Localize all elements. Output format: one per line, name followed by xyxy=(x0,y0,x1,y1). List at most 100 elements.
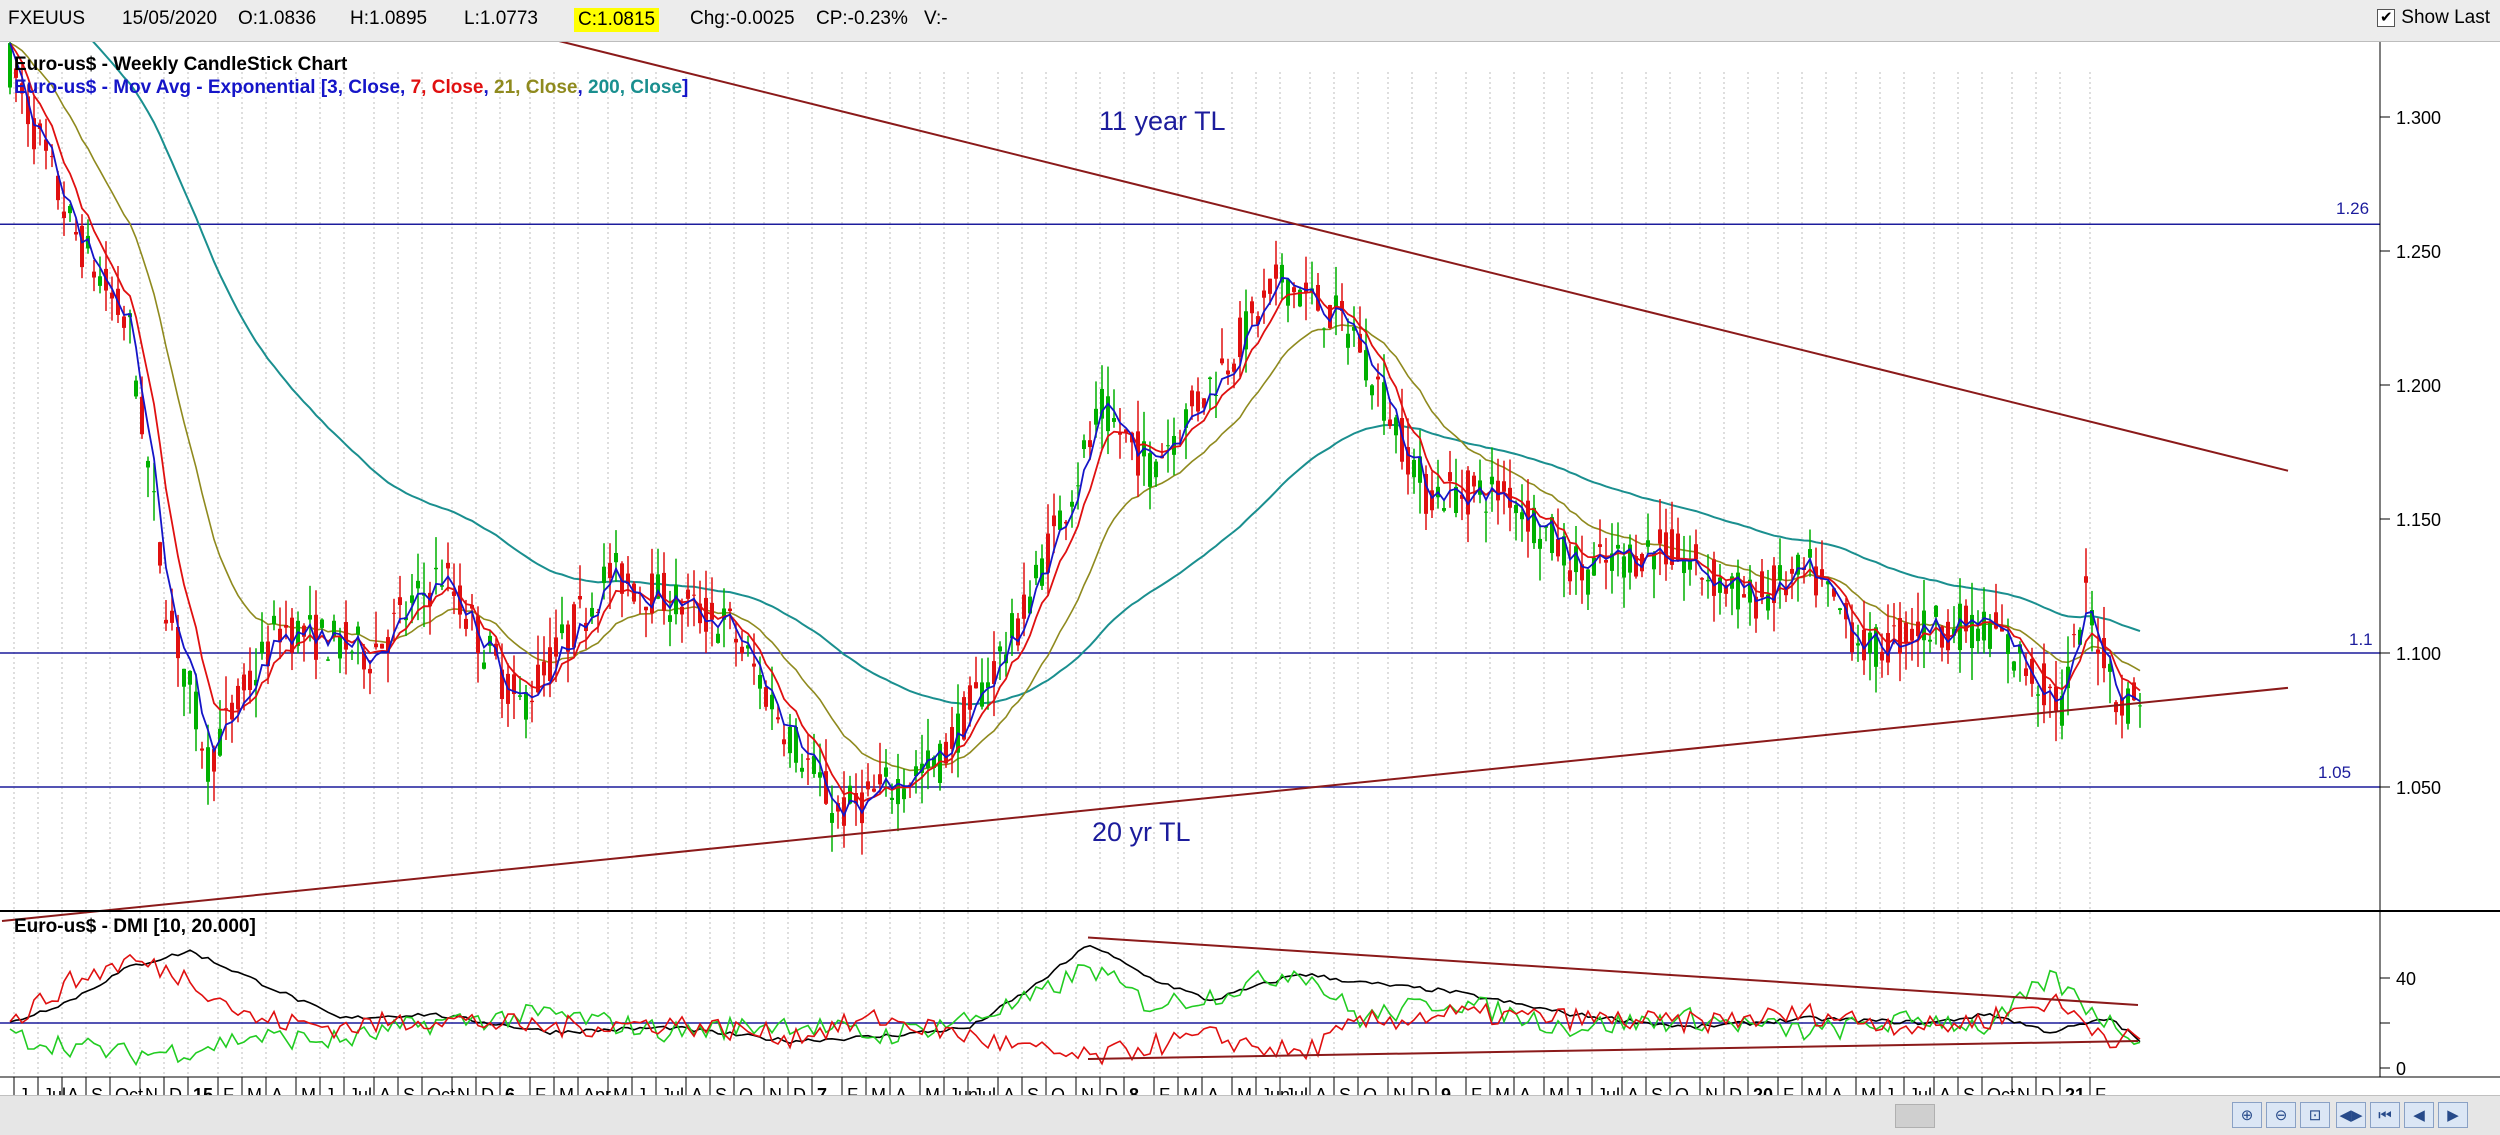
time-tick-label: D xyxy=(2041,1085,2054,1095)
candle-body xyxy=(2132,682,2136,701)
candle-body xyxy=(1562,536,1566,566)
candle-body xyxy=(2072,634,2076,636)
candle-body xyxy=(1202,398,1206,408)
candle-body xyxy=(626,573,630,584)
candle-body xyxy=(1118,432,1122,435)
candle-body xyxy=(722,608,726,620)
candle-body xyxy=(2018,644,2022,654)
ema3-path xyxy=(9,42,2141,818)
candle-body xyxy=(2042,663,2046,706)
time-tick-label: Jul xyxy=(973,1085,996,1095)
candle-body xyxy=(1124,429,1128,434)
zoom-in-icon[interactable]: ⊕ xyxy=(2232,1102,2262,1128)
candle-body xyxy=(1058,510,1062,530)
candle-body xyxy=(1916,621,1920,637)
candle-body xyxy=(2120,697,2124,716)
ma-legend-ema7: 7, Close xyxy=(411,77,484,98)
time-tick-label: Jul xyxy=(1285,1085,1308,1095)
candle-body xyxy=(62,211,66,219)
time-tick-label: Oct xyxy=(1987,1085,2015,1095)
candle-body xyxy=(1580,564,1584,581)
candle-body xyxy=(1466,470,1470,515)
time-tick-label: A xyxy=(1627,1085,1639,1095)
candle-body xyxy=(2006,634,2010,654)
show-last-toggle[interactable]: ✔ Show Last xyxy=(2377,7,2490,29)
candle-body xyxy=(1628,544,1632,573)
horizontal-scrollbar[interactable]: ⊕ ⊖ ⊡ ◀▶ ⏮ ◀ ▶ xyxy=(0,1095,2500,1135)
candle-body xyxy=(1010,613,1014,639)
candle-body xyxy=(1034,564,1038,579)
time-tick-label: F xyxy=(1159,1085,1170,1095)
scroll-right-icon[interactable]: ▶ xyxy=(2438,1102,2468,1128)
candle-body xyxy=(434,567,438,570)
candle-body xyxy=(284,625,288,628)
zoom-out-icon[interactable]: ⊖ xyxy=(2266,1102,2296,1128)
candle-body xyxy=(512,674,516,694)
candle-body xyxy=(272,615,276,625)
scrollbar-thumb[interactable] xyxy=(1895,1104,1935,1128)
candle-body xyxy=(302,625,306,637)
candle-body xyxy=(1994,612,1998,629)
candle-body xyxy=(308,615,312,620)
candle-body xyxy=(20,83,24,94)
candle-body xyxy=(878,774,882,785)
time-tick-label: A xyxy=(895,1085,907,1095)
candle-body xyxy=(1256,316,1260,325)
candle-body xyxy=(1988,621,1992,649)
candle-body xyxy=(356,626,360,635)
candle-body xyxy=(1016,618,1020,646)
candle-body xyxy=(278,628,282,643)
zoom-reset-icon[interactable]: ⊡ xyxy=(2300,1102,2330,1128)
scroll-left-icon[interactable]: ◀ xyxy=(2404,1102,2434,1128)
time-tick-label: M xyxy=(1861,1085,1876,1095)
candle-body xyxy=(752,663,756,667)
candle-body xyxy=(2090,610,2094,626)
candle-body xyxy=(1412,459,1416,478)
candle-body xyxy=(1322,328,1326,330)
scroll-start-icon[interactable]: ⏮ xyxy=(2370,1102,2400,1128)
candle-body xyxy=(1352,326,1356,331)
ma-legend-sep1: , xyxy=(400,77,411,98)
time-tick-label: M xyxy=(1807,1085,1822,1095)
candle-body xyxy=(680,606,684,615)
candle-body xyxy=(56,175,60,201)
candle-body xyxy=(1364,350,1368,381)
candle-body xyxy=(884,767,888,777)
grid xyxy=(13,72,2390,1077)
candle-body xyxy=(1892,625,1896,627)
dmi-trendline xyxy=(1087,1040,2139,1060)
show-last-checkbox-icon[interactable]: ✔ xyxy=(2377,9,2396,27)
time-tick-label: A xyxy=(379,1085,391,1095)
candle-body xyxy=(194,691,198,730)
candle-body xyxy=(1766,594,1770,611)
candle-body xyxy=(698,603,702,624)
time-tick-label: Oct xyxy=(115,1085,143,1095)
candle-body xyxy=(188,670,192,685)
time-tick-label: S xyxy=(715,1085,727,1095)
time-tick-label: 7 xyxy=(817,1085,827,1095)
candle-body xyxy=(668,615,672,622)
candle-body xyxy=(1094,408,1098,425)
scroll-both-icon[interactable]: ◀▶ xyxy=(2336,1102,2366,1128)
candle-body xyxy=(1742,594,1746,598)
candle-body xyxy=(734,638,738,643)
candle-body xyxy=(1532,507,1536,544)
candle-body xyxy=(896,779,900,805)
candle-body xyxy=(1040,558,1044,586)
price-tick-label: 1.300 xyxy=(2396,108,2441,128)
candle-body xyxy=(380,643,384,649)
candle-body xyxy=(1334,295,1338,309)
candle-body xyxy=(362,650,366,670)
candle-body xyxy=(656,574,660,599)
close-value: C:1.0815 xyxy=(574,8,660,32)
candle-body xyxy=(830,813,834,823)
time-tick-label: A xyxy=(1831,1085,1843,1095)
candle-body xyxy=(1808,549,1812,558)
ema21-line xyxy=(9,42,2141,772)
ma-legend-sep2: , xyxy=(483,77,494,98)
candle-body xyxy=(854,793,858,804)
ma-legend-suffix: ] xyxy=(682,77,688,98)
candle-body xyxy=(1472,475,1476,487)
candle-body xyxy=(1406,447,1410,475)
